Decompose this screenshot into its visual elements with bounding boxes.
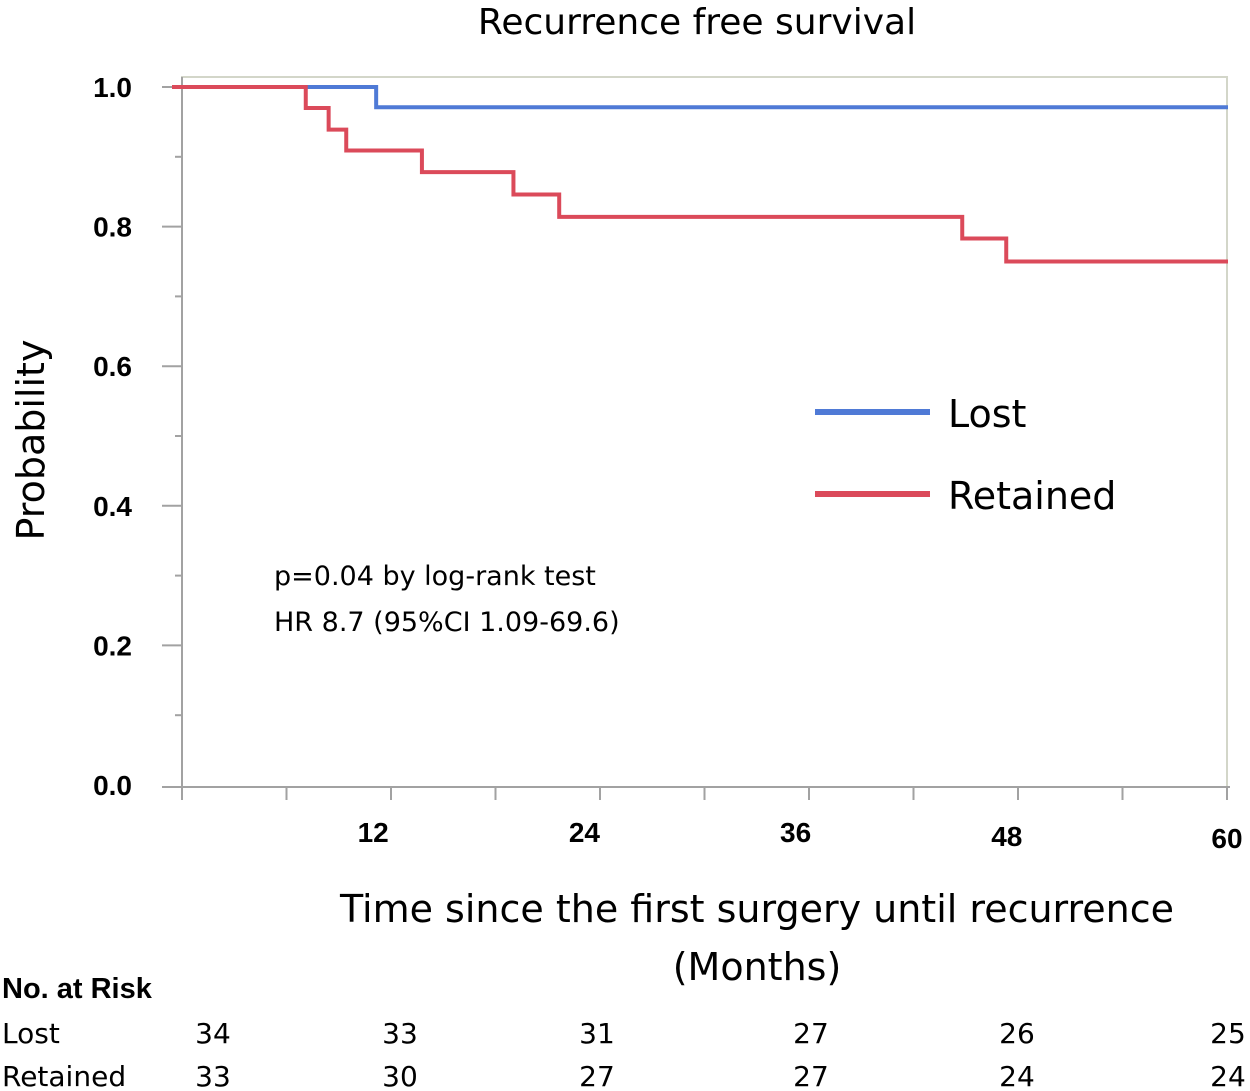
- risk-count: 26: [999, 1017, 1035, 1050]
- y-tick-label: 0.6: [93, 351, 132, 382]
- risk-row-label: Retained: [2, 1060, 126, 1091]
- x-tick-label: 48: [991, 821, 1022, 852]
- km-survival-chart: 0.0 0.2 0.4 0.6 0.8 1.0 12 24 36 48 60 Recurrence …: [0, 0, 1250, 1091]
- risk-count: 33: [382, 1017, 418, 1050]
- risk-count: 27: [793, 1017, 829, 1050]
- risk-count: 27: [793, 1060, 829, 1091]
- series-line-lost: [172, 87, 1228, 107]
- annotation-pvalue: p=0.04 by log-rank test: [274, 561, 596, 592]
- chart-title: Recurrence free survival: [478, 2, 916, 43]
- risk-count: 27: [579, 1060, 615, 1091]
- y-tick-label: 0.2: [93, 630, 132, 661]
- series-line-retained: [172, 87, 1228, 262]
- y-tick-label: 1.0: [93, 72, 132, 103]
- x-axis-units: (Months): [673, 945, 842, 989]
- annotation-hazard-ratio: HR 8.7 (95%CI 1.09-69.6): [274, 607, 620, 638]
- chart-canvas: 0.0 0.2 0.4 0.6 0.8 1.0 12 24 36 48 60 Recurrence …: [0, 0, 1250, 1091]
- risk-count: 24: [1210, 1060, 1246, 1091]
- legend-label-lost: Lost: [948, 392, 1026, 436]
- x-tick-label: 60: [1211, 823, 1242, 854]
- risk-count: 25: [1210, 1017, 1246, 1050]
- risk-row-label: Lost: [2, 1017, 60, 1050]
- legend-label-retained: Retained: [948, 474, 1116, 518]
- x-tick-label: 36: [780, 817, 811, 848]
- risk-count: 34: [195, 1017, 231, 1050]
- y-tick-label: 0.8: [93, 212, 132, 243]
- x-axis-title: Time since the first surgery until recur…: [339, 887, 1174, 931]
- y-tick-label: 0.4: [93, 491, 132, 522]
- risk-count: 24: [999, 1060, 1035, 1091]
- x-tick-label: 24: [569, 817, 601, 848]
- risk-count: 31: [579, 1017, 615, 1050]
- risk-count: 30: [382, 1060, 418, 1091]
- risk-table-header: No. at Risk: [2, 973, 153, 1005]
- y-tick-label: 0.0: [93, 770, 132, 801]
- x-tick-label: 12: [358, 817, 389, 848]
- plot-area-border: [182, 77, 1227, 787]
- y-axis-title: Probability: [9, 340, 53, 541]
- risk-count: 33: [195, 1060, 231, 1091]
